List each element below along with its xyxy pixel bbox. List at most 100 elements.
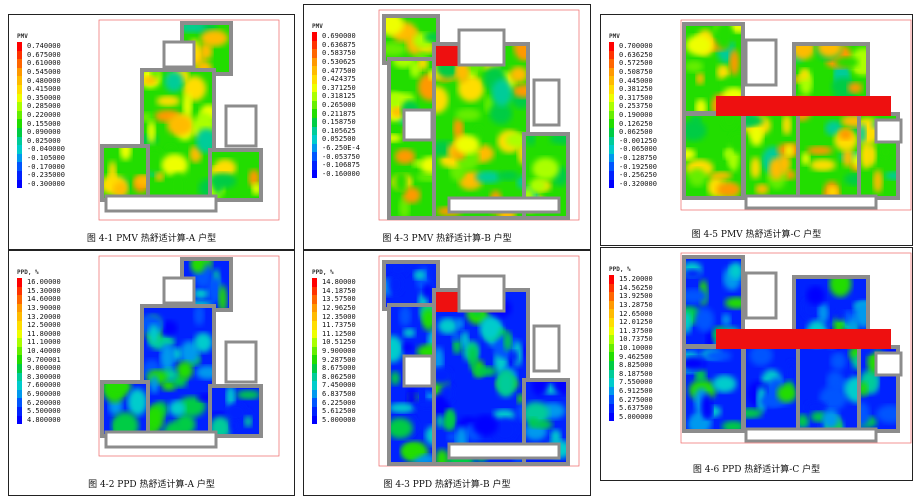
legend-swatch bbox=[17, 153, 22, 163]
legend-entry: 12.50000 bbox=[17, 320, 61, 330]
legend-title: PPD, % bbox=[609, 266, 631, 273]
legend-swatch bbox=[17, 415, 22, 425]
legend-entry: 5.000000 bbox=[609, 412, 653, 422]
legend-value: 0.477500 bbox=[322, 66, 356, 75]
legend-value: -0.053750 bbox=[322, 152, 360, 161]
legend-swatch bbox=[609, 335, 614, 344]
legend-swatch bbox=[17, 381, 22, 390]
legend-value: 10.73750 bbox=[619, 335, 653, 344]
legend-swatch bbox=[609, 352, 614, 361]
legend-swatch bbox=[312, 160, 317, 170]
legend-value: 0.675000 bbox=[27, 50, 61, 59]
legend-entry: 0.371250 bbox=[312, 83, 360, 93]
legend-swatch bbox=[609, 360, 614, 370]
legend-value: 9.900000 bbox=[322, 347, 356, 356]
legend-entry: 0.675000 bbox=[17, 50, 65, 60]
legend-swatch bbox=[609, 76, 614, 85]
legend-entry: 0.025000 bbox=[17, 136, 65, 146]
legend-swatch bbox=[609, 309, 614, 318]
legend-entry: 0.285000 bbox=[17, 102, 65, 111]
legend-swatch bbox=[312, 320, 317, 330]
legend-swatch bbox=[609, 93, 614, 103]
legend-value: 9.287500 bbox=[322, 355, 356, 364]
legend-swatch bbox=[17, 102, 22, 111]
wall-cutout bbox=[447, 442, 561, 460]
legend-entry: 7.550000 bbox=[609, 378, 653, 387]
legend-entry: 0.480000 bbox=[17, 76, 65, 85]
legend-title: PMV bbox=[312, 23, 323, 30]
contour-plot bbox=[378, 255, 580, 467]
legend-value: -0.160000 bbox=[322, 169, 360, 178]
color-legend: PPD, % 14.80000 14.18750 13.57500 12.96250 12… bbox=[312, 269, 356, 425]
legend-entry: 0.445000 bbox=[609, 76, 657, 85]
legend-value: 4.800000 bbox=[27, 415, 61, 424]
legend-value: 0.690000 bbox=[322, 32, 356, 41]
legend-value: 0.350000 bbox=[27, 93, 61, 102]
legend-value: 0.253750 bbox=[619, 102, 653, 111]
legend-entry: 0.740000 bbox=[17, 42, 65, 51]
legend-value: 14.60000 bbox=[27, 295, 61, 304]
figure-caption: 图 4-6 PPD 热舒适计算-C 户型 bbox=[692, 465, 821, 475]
legend-value: 0.424375 bbox=[322, 75, 356, 84]
color-legend: PPD, % 15.20000 14.56250 13.92500 13.28750 12… bbox=[609, 266, 653, 422]
legend-entry: 0.155000 bbox=[17, 119, 65, 128]
wall-cutout bbox=[744, 427, 878, 443]
legend-value: 0.220000 bbox=[27, 111, 61, 120]
wall-cutout bbox=[224, 104, 258, 148]
legend-swatch bbox=[312, 406, 317, 416]
legend-value: 13.28750 bbox=[619, 301, 653, 310]
legend-value: 6.900000 bbox=[27, 390, 61, 399]
legend-value: 0.700000 bbox=[619, 42, 653, 51]
legend-swatch bbox=[17, 389, 22, 399]
hot-zone bbox=[436, 292, 461, 312]
legend-swatch bbox=[312, 92, 317, 101]
legend-entry: -0.040000 bbox=[17, 145, 65, 154]
legend-title: PPD, % bbox=[312, 269, 334, 276]
legend-swatch bbox=[609, 127, 614, 137]
legend-entry: -0.001250 bbox=[609, 136, 657, 146]
legend-value: 8.062500 bbox=[322, 372, 356, 381]
legend-value: 8.825000 bbox=[619, 361, 653, 370]
legend-value: 12.96250 bbox=[322, 304, 356, 313]
legend-value: 14.18750 bbox=[322, 286, 356, 295]
wall-cutout bbox=[874, 351, 903, 377]
contour-plot bbox=[98, 255, 280, 457]
legend-entry: 11.10000 bbox=[17, 338, 61, 347]
legend-swatch bbox=[609, 343, 614, 353]
room-contour bbox=[208, 384, 263, 438]
legend-swatch bbox=[312, 346, 317, 356]
legend-entry: 11.73750 bbox=[312, 320, 356, 330]
legend-swatch bbox=[609, 300, 614, 310]
legend-entry: 0.636250 bbox=[609, 50, 657, 60]
wall-cutout bbox=[402, 108, 434, 142]
legend-entry: 14.80000 bbox=[312, 278, 356, 287]
legend-value: -0.106875 bbox=[322, 161, 360, 170]
wall-cutout bbox=[104, 194, 218, 213]
contour-plot bbox=[98, 19, 280, 221]
legend-entry: 5.000000 bbox=[312, 415, 356, 425]
legend-entry: 0.317500 bbox=[609, 93, 657, 103]
color-legend: PPD, % 16.00000 15.30000 14.60000 13.90000 13… bbox=[17, 269, 61, 425]
legend-entry: 11.80000 bbox=[17, 329, 61, 339]
legend-swatch bbox=[609, 145, 614, 154]
legend-entry: 10.51250 bbox=[312, 338, 356, 347]
legend-entry: 8.675000 bbox=[312, 363, 356, 373]
legend-value: 12.50000 bbox=[27, 321, 61, 330]
legend-entry: 5.637500 bbox=[609, 403, 653, 413]
legend-swatch bbox=[312, 66, 317, 75]
legend-entry: -0.300000 bbox=[17, 179, 65, 189]
legend-swatch bbox=[312, 135, 317, 144]
legend-swatch bbox=[609, 102, 614, 111]
legend-value: 6.200000 bbox=[27, 398, 61, 407]
legend-value: 0.052500 bbox=[322, 135, 356, 144]
figure-panel-pmv-c: PMV 0.700000 0.636250 0.572500 0.508750 0.445… bbox=[600, 14, 913, 246]
legend-entry: -0.053750 bbox=[312, 152, 360, 161]
wall-cutout bbox=[104, 430, 218, 449]
legend-swatch bbox=[17, 406, 22, 416]
legend-swatch bbox=[17, 278, 22, 287]
legend-value: 5.000000 bbox=[322, 415, 356, 424]
legend-entry: 13.28750 bbox=[609, 300, 653, 310]
legend-entry: 8.062500 bbox=[312, 372, 356, 382]
legend-entry: 6.200000 bbox=[17, 398, 61, 407]
legend-value: 5.612500 bbox=[322, 407, 356, 416]
